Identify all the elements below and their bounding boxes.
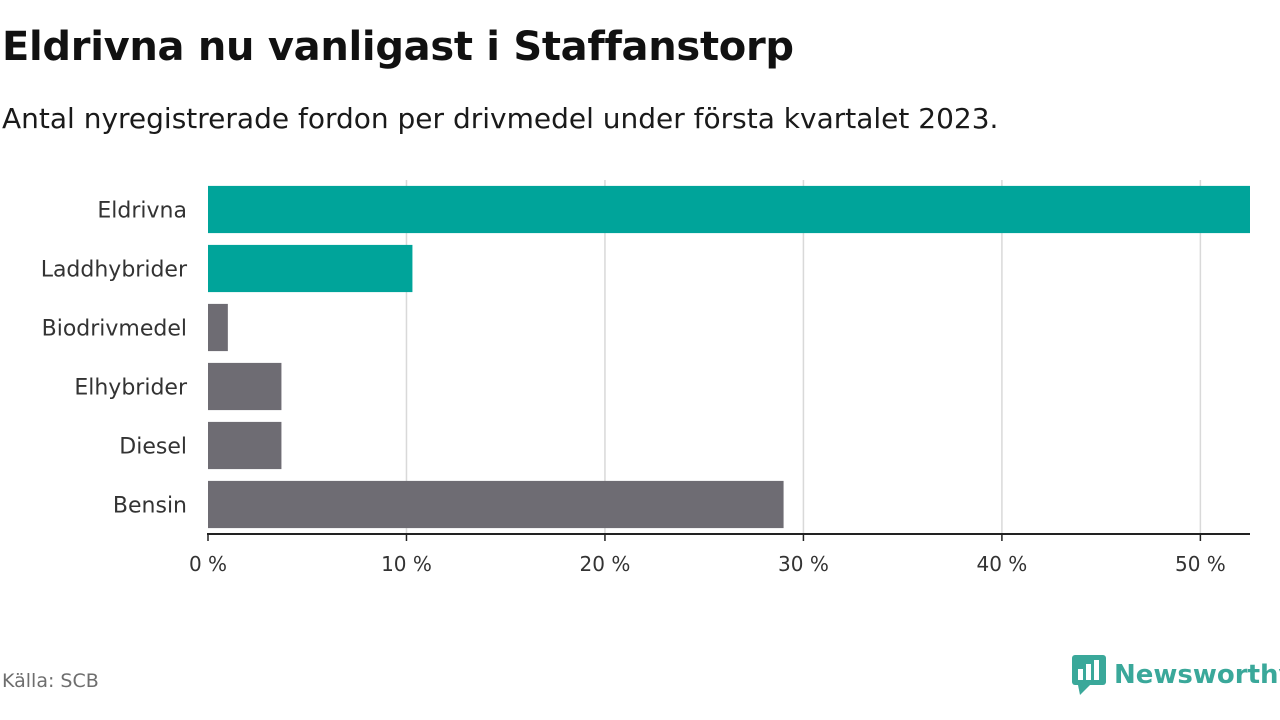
bar [208,421,282,470]
bar [208,303,228,352]
bar [208,185,1250,234]
brand-logo: Newsworthy [1072,655,1280,695]
bar [208,244,413,293]
category-label: Eldrivna [97,199,187,224]
bar [208,480,784,529]
x-tick-label: 50 % [1175,552,1226,576]
x-tick-label: 20 % [580,552,631,576]
chart-subtitle: Antal nyregistrerade fordon per drivmede… [2,102,999,135]
category-label: Elhybrider [74,376,188,401]
bar [208,362,282,411]
category-label: Diesel [119,435,187,460]
source-note: Källa: SCB [2,670,99,692]
bar-chart-speech-bubble-icon [1072,655,1106,695]
chart-title: Eldrivna nu vanligast i Staffanstorp [2,24,794,70]
brand-name: Newsworthy [1114,660,1280,690]
bar-chart: Eldrivna Laddhybrider Biodrivmedel Elhybrid… [41,180,1250,576]
category-label: Laddhybrider [41,258,188,283]
x-tick-label: 10 % [381,552,432,576]
x-tick-label: 40 % [976,552,1027,576]
category-label: Biodrivmedel [42,317,187,342]
x-tick-label: 30 % [778,552,829,576]
category-label: Bensin [113,494,187,519]
x-tick-label: 0 % [189,552,227,576]
